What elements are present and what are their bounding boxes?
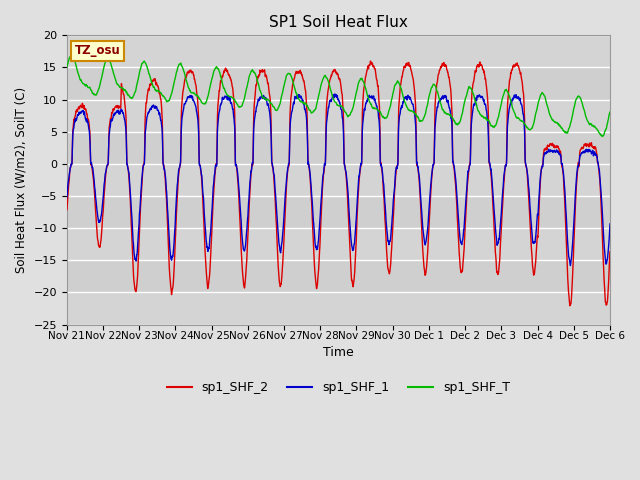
Bar (67, 260, 610, 292)
Bar (67, 68, 610, 100)
Text: TZ_osu: TZ_osu (75, 44, 121, 57)
Y-axis label: Soil Heat Flux (W/m2), SoilT (C): Soil Heat Flux (W/m2), SoilT (C) (15, 87, 28, 273)
X-axis label: Time: Time (323, 347, 354, 360)
Bar (67, 196, 610, 228)
Legend: sp1_SHF_2, sp1_SHF_1, sp1_SHF_T: sp1_SHF_2, sp1_SHF_1, sp1_SHF_T (161, 376, 515, 399)
Bar (67, 132, 610, 164)
Title: SP1 Soil Heat Flux: SP1 Soil Heat Flux (269, 15, 408, 30)
